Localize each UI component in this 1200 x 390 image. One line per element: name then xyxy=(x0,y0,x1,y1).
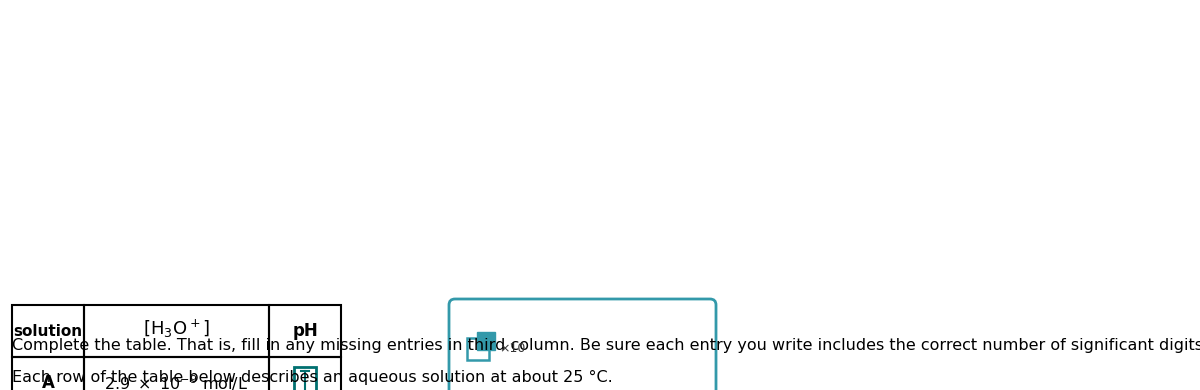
Text: Each row of the table below describes an aqueous solution at about 25 °C.: Each row of the table below describes an… xyxy=(12,370,613,385)
Text: $\left[\mathrm{H_3O^+}\right]$: $\left[\mathrm{H_3O^+}\right]$ xyxy=(143,318,210,340)
Text: Complete the table. That is, fill in any missing entries in third column. Be sur: Complete the table. That is, fill in any… xyxy=(12,338,1200,353)
Text: $2.9\ \times\ 10^{-9}\ \mathrm{mol/L}$: $2.9\ \times\ 10^{-9}\ \mathrm{mol/L}$ xyxy=(104,373,248,390)
Text: ×10: ×10 xyxy=(499,342,526,355)
Bar xyxy=(467,338,490,360)
Bar xyxy=(84,305,269,357)
Bar xyxy=(294,367,316,390)
FancyBboxPatch shape xyxy=(449,299,716,390)
Bar xyxy=(269,305,341,357)
Text: A: A xyxy=(42,374,54,390)
Bar xyxy=(12,305,84,357)
Bar xyxy=(476,332,494,350)
Text: pH: pH xyxy=(292,322,318,340)
Bar xyxy=(269,357,341,390)
Text: solution: solution xyxy=(13,323,83,339)
Bar xyxy=(84,357,269,390)
Bar xyxy=(12,357,84,390)
